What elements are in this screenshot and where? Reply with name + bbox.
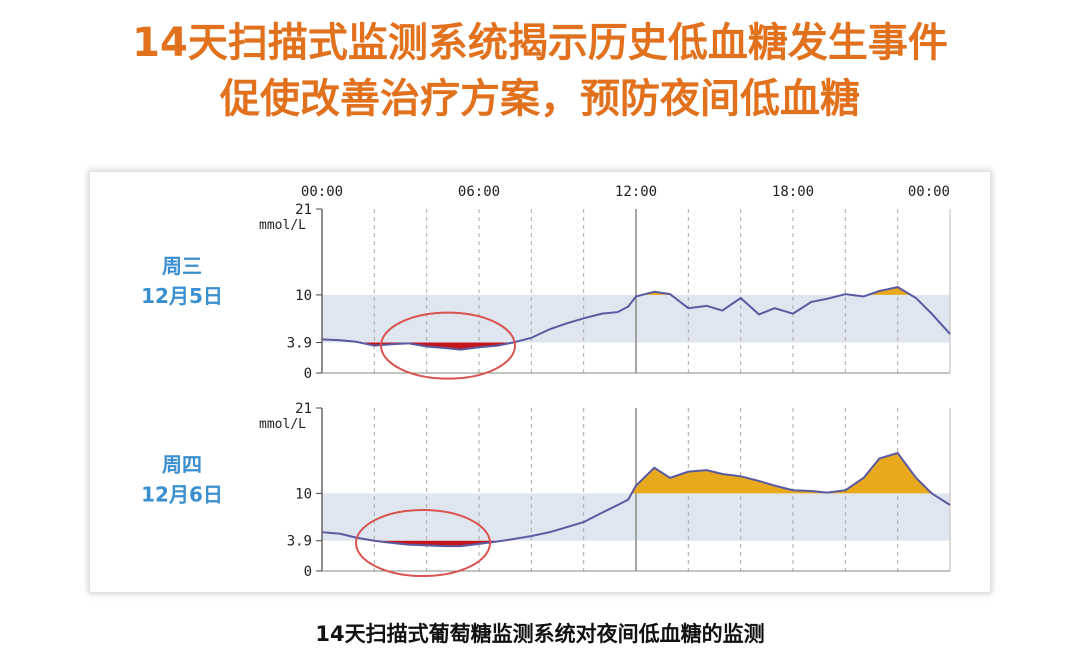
hypoglycemia-highlight-ellipse xyxy=(355,509,491,578)
hypoglycemia-highlight-ellipse xyxy=(380,311,516,380)
cgm-chart-panel: 00:00 06:00 12:00 18:00 00:00 0 3.9 10 21 mmol/L 周… xyxy=(90,172,990,592)
x-tick-label: 00:00 xyxy=(908,184,950,200)
y-tick-label: 10 xyxy=(295,486,312,502)
x-tick-label: 06:00 xyxy=(458,184,500,200)
y-tick-label: 0 xyxy=(304,366,312,382)
x-tick-label: 18:00 xyxy=(772,184,814,200)
y-tick-label: 10 xyxy=(295,288,312,304)
figure-caption: 14天扫描式葡萄糖监测系统对夜间低血糖的监测 xyxy=(315,622,765,646)
y-tick-label: 0 xyxy=(304,564,312,580)
y-tick-label: 21 xyxy=(295,401,312,417)
glucose-line xyxy=(321,451,951,548)
headline-line-1: 14天扫描式监测系统揭示历史低血糖发生事件 xyxy=(132,20,948,66)
day-label-weekday: 周三 xyxy=(162,254,202,278)
cgm-chart-svg: 00:00 06:00 12:00 18:00 00:0003.91021mmol/L周… xyxy=(141,184,951,580)
headline-line-2: 促使改善治疗方案，预防夜间低血糖 xyxy=(220,76,860,122)
y-tick-label: 21 xyxy=(295,202,312,218)
x-tick-label: 12:00 xyxy=(615,184,657,200)
y-unit-label: mmol/L xyxy=(259,417,306,432)
y-tick-label: 3.9 xyxy=(287,336,312,352)
day-label-date: 12月5日 xyxy=(141,284,223,308)
glucose-line xyxy=(321,286,951,351)
day-label-weekday: 周四 xyxy=(162,453,202,477)
y-unit-label: mmol/L xyxy=(259,218,306,233)
x-tick-label: 00:00 xyxy=(301,184,343,200)
y-tick-label: 3.9 xyxy=(287,534,312,550)
day-label-date: 12月6日 xyxy=(141,483,223,507)
low-glucose-area xyxy=(359,342,514,350)
